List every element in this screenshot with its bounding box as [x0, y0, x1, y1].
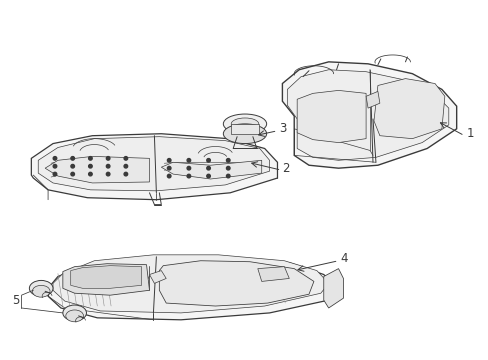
Ellipse shape	[29, 280, 53, 296]
Text: 5: 5	[12, 294, 19, 307]
Circle shape	[124, 165, 127, 168]
Circle shape	[226, 158, 229, 162]
Circle shape	[53, 157, 57, 160]
Circle shape	[206, 166, 210, 170]
Polygon shape	[159, 261, 313, 306]
Circle shape	[53, 172, 57, 176]
Circle shape	[187, 166, 190, 170]
Polygon shape	[287, 70, 448, 160]
Polygon shape	[63, 264, 149, 295]
Circle shape	[53, 165, 57, 168]
Circle shape	[88, 172, 92, 176]
Polygon shape	[282, 62, 456, 168]
Circle shape	[167, 174, 171, 178]
Polygon shape	[45, 156, 149, 183]
Circle shape	[167, 158, 171, 162]
Polygon shape	[297, 90, 366, 143]
Circle shape	[206, 158, 210, 162]
Ellipse shape	[32, 285, 50, 297]
Circle shape	[88, 165, 92, 168]
Polygon shape	[323, 269, 343, 308]
Circle shape	[226, 174, 229, 178]
Polygon shape	[149, 271, 166, 283]
Circle shape	[106, 165, 110, 168]
Ellipse shape	[66, 310, 83, 322]
Polygon shape	[257, 267, 289, 282]
Polygon shape	[38, 137, 269, 191]
Circle shape	[124, 157, 127, 160]
Circle shape	[206, 174, 210, 178]
Circle shape	[226, 166, 229, 170]
Text: 3: 3	[279, 122, 286, 135]
Text: 2: 2	[282, 162, 289, 175]
Circle shape	[88, 157, 92, 160]
Circle shape	[106, 157, 110, 160]
Circle shape	[106, 172, 110, 176]
Text: 1: 1	[466, 127, 473, 140]
Circle shape	[187, 158, 190, 162]
Polygon shape	[53, 255, 328, 313]
Polygon shape	[48, 257, 338, 320]
Circle shape	[187, 174, 190, 178]
Polygon shape	[373, 78, 444, 139]
Polygon shape	[231, 124, 258, 134]
Circle shape	[124, 172, 127, 176]
Polygon shape	[31, 134, 277, 200]
Circle shape	[71, 172, 74, 176]
Circle shape	[167, 166, 171, 170]
Polygon shape	[366, 91, 379, 108]
Circle shape	[71, 165, 74, 168]
Text: 4: 4	[340, 252, 347, 265]
Ellipse shape	[223, 114, 266, 134]
Ellipse shape	[231, 118, 258, 130]
Ellipse shape	[63, 305, 86, 321]
Circle shape	[71, 157, 74, 160]
Ellipse shape	[223, 124, 266, 144]
Polygon shape	[161, 160, 261, 179]
Polygon shape	[71, 266, 142, 288]
